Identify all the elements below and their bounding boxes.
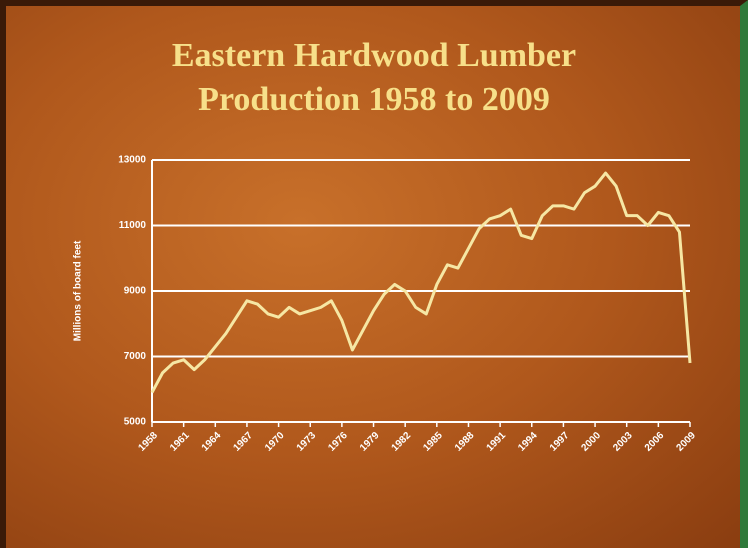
y-tick-label: 11000 bbox=[119, 220, 147, 231]
x-tick-label: 2009 bbox=[674, 430, 698, 454]
y-tick-label: 9000 bbox=[124, 286, 147, 297]
x-tick-label: 1979 bbox=[358, 430, 382, 454]
x-tick-label: 2006 bbox=[643, 430, 667, 454]
x-tick-label: 1988 bbox=[453, 430, 477, 454]
x-tick-label: 1961 bbox=[168, 430, 192, 454]
x-tick-label: 2003 bbox=[611, 430, 635, 454]
y-tick-label: 7000 bbox=[124, 351, 147, 362]
y-axis-label: Millions of board feet bbox=[73, 240, 84, 341]
x-tick-label: 1964 bbox=[200, 430, 224, 454]
x-tick-label: 1973 bbox=[295, 430, 319, 454]
y-tick-label: 5000 bbox=[124, 417, 147, 428]
x-tick-label: 1997 bbox=[548, 430, 572, 454]
data-line bbox=[150, 171, 692, 394]
x-tick-label: 1970 bbox=[263, 430, 287, 454]
x-tick-label: 1991 bbox=[485, 430, 509, 454]
x-tick-label: 1994 bbox=[516, 430, 540, 454]
x-tick-label: 1958 bbox=[136, 430, 160, 454]
x-tick-label: 1985 bbox=[421, 430, 445, 454]
x-tick-label: 1982 bbox=[390, 430, 414, 454]
chart-title: Eastern Hardwood Lumber Production 1958 … bbox=[171, 37, 577, 118]
x-tick-label: 1967 bbox=[231, 430, 255, 454]
x-tick-label: 1976 bbox=[326, 430, 350, 454]
y-tick-label: 13000 bbox=[118, 155, 146, 166]
x-tick-label: 2000 bbox=[580, 430, 604, 454]
